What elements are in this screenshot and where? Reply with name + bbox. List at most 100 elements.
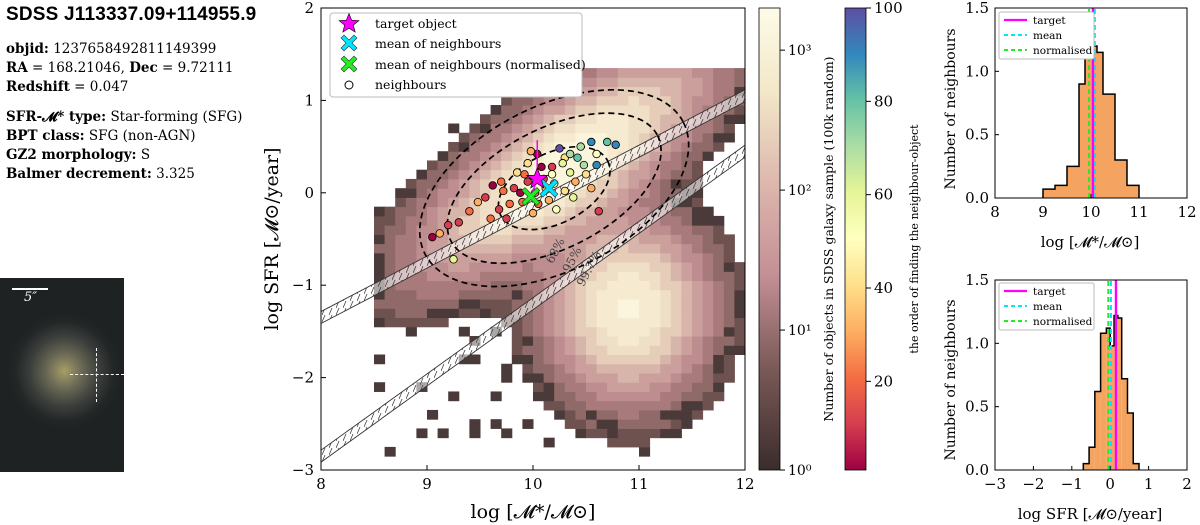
- density-bin: [702, 372, 714, 383]
- density-bin: [596, 409, 608, 420]
- density-bin: [692, 354, 704, 365]
- density-bin: [670, 391, 682, 402]
- density-bin: [427, 160, 439, 171]
- density-bin: [639, 86, 651, 97]
- density-bin: [543, 225, 555, 235]
- density-bin: [607, 363, 619, 374]
- density-bin: [713, 308, 725, 319]
- redshift-label: Redshift: [6, 79, 70, 95]
- density-bin: [681, 77, 693, 88]
- density-bin: [458, 299, 470, 309]
- density-bin: [533, 317, 545, 328]
- hist-sfr-bar: [1083, 463, 1090, 470]
- density-bin: [670, 262, 682, 272]
- density-bin: [702, 215, 714, 226]
- density-bin: [480, 243, 492, 254]
- normalised-marker: [521, 187, 541, 206]
- density-bin: [522, 336, 534, 346]
- density-bin: [575, 317, 587, 328]
- neighbour-point: [579, 160, 589, 170]
- density-bin: [681, 206, 693, 217]
- density-bin: [639, 372, 651, 383]
- density-bin: [533, 308, 545, 319]
- density-bin: [586, 409, 598, 420]
- density-bin: [628, 188, 640, 198]
- hist-sfr-xlabel: log SFR [𝓜⊙/year]: [1018, 505, 1163, 523]
- density-bin: [416, 289, 428, 300]
- density-bin: [628, 95, 640, 106]
- density-bin: [702, 363, 714, 374]
- density-bin: [395, 289, 407, 300]
- density-bin: [723, 289, 735, 300]
- density-bin: [458, 206, 470, 217]
- density-bin: [628, 363, 640, 374]
- density-bin: [649, 336, 661, 346]
- density-bin: [448, 225, 460, 235]
- density-bin: [617, 123, 629, 134]
- density-bin: [639, 419, 651, 429]
- hist-sfr-bar: [1121, 378, 1128, 470]
- density-bin: [607, 299, 619, 309]
- neighbour-point: [547, 162, 557, 172]
- density-bin: [416, 299, 428, 309]
- neighbour-point: [537, 162, 546, 172]
- density-bin: [575, 372, 587, 383]
- density-bin: [670, 289, 682, 300]
- density-bin: [681, 169, 693, 180]
- density-bin: [639, 262, 651, 272]
- density-bin: [511, 123, 523, 134]
- density-bin: [607, 169, 619, 180]
- density-bin: [639, 345, 651, 355]
- density-bin: [649, 382, 661, 392]
- hist-mass-bar: [1085, 52, 1091, 199]
- density-bin: [448, 188, 460, 198]
- hist-sfr-xtick-label: −1: [1061, 475, 1083, 493]
- density-bin: [448, 151, 460, 161]
- density-bin: [448, 391, 460, 402]
- density-bin: [734, 280, 745, 291]
- crosshair-horizontal: [70, 374, 124, 375]
- density-bin: [617, 178, 629, 189]
- density-bin: [607, 95, 619, 106]
- colorbar-density-label: Number of objects in SDSS galaxy sample …: [821, 56, 836, 421]
- density-bin: [564, 215, 576, 226]
- gz2-value: S: [140, 147, 151, 163]
- density-bin: [575, 206, 587, 217]
- density-bin: [607, 188, 619, 198]
- density-bin: [670, 280, 682, 291]
- density-bin: [681, 215, 693, 226]
- density-bin: [384, 206, 396, 217]
- density-bin: [564, 354, 576, 365]
- density-bin: [639, 354, 651, 365]
- density-bin: [448, 299, 460, 309]
- density-bin: [639, 252, 651, 263]
- neighbour-point: [497, 177, 506, 186]
- density-bin: [628, 114, 640, 124]
- hist-sfr-outline: [1082, 314, 1140, 470]
- hist-mass-ytick-label: 1.5: [965, 0, 989, 17]
- density-bin: [713, 243, 725, 254]
- density-bin: [416, 188, 428, 198]
- density-bin: [596, 178, 608, 189]
- density-bin: [723, 123, 735, 134]
- density-bin: [713, 114, 725, 124]
- density-bin: [554, 345, 566, 355]
- density-bin: [575, 363, 587, 374]
- density-bin: [617, 308, 629, 319]
- density-bin: [501, 372, 513, 383]
- density-bin: [575, 252, 587, 263]
- density-bin: [533, 243, 545, 254]
- density-bin: [564, 363, 576, 374]
- neighbour-point: [552, 205, 561, 214]
- density-bin: [660, 317, 672, 328]
- density-bin: [692, 326, 704, 337]
- hist-sfr-bar: [1133, 463, 1139, 470]
- density-bin: [586, 391, 598, 402]
- density-bin: [734, 77, 745, 88]
- density-bin: [469, 160, 481, 171]
- density-bin: [660, 234, 672, 245]
- density-bin: [564, 160, 576, 171]
- density-bin: [416, 178, 428, 189]
- density-bin: [458, 280, 470, 291]
